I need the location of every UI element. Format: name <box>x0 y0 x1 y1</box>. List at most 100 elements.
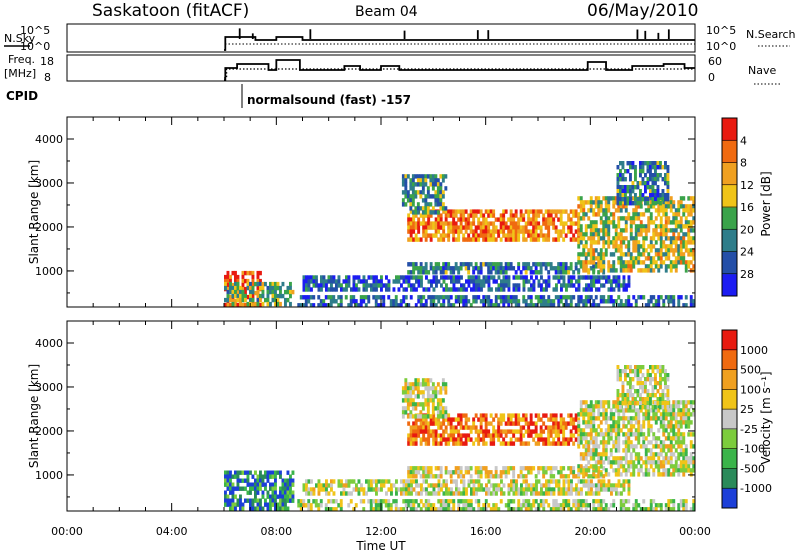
heatmap-cell <box>450 491 453 496</box>
heatmap-cell <box>557 425 561 430</box>
heatmap-cell <box>317 507 321 511</box>
heatmap-cell <box>449 499 453 504</box>
heatmap-cell <box>439 237 443 242</box>
heatmap-cell <box>504 209 508 214</box>
heatmap-cell <box>634 444 638 449</box>
heatmap-cell <box>619 264 623 269</box>
colorbar-swatch <box>722 428 737 450</box>
heatmap-cell <box>434 303 438 307</box>
heatmap-cell <box>412 225 416 230</box>
heatmap-cell <box>557 487 561 492</box>
heatmap-cell <box>455 483 458 488</box>
heatmap-cell <box>656 389 660 394</box>
heatmap-cell <box>439 202 443 207</box>
heatmap-cell <box>281 293 285 299</box>
heatmap-cell <box>612 204 616 209</box>
heatmap-cell <box>340 491 343 496</box>
heatmap-cell <box>229 297 232 303</box>
heatmap-cell <box>674 228 678 233</box>
heatmap-cell <box>584 499 588 504</box>
heatmap-cell <box>454 437 458 442</box>
heatmap-cell <box>662 448 666 453</box>
heatmap-cell <box>474 233 478 238</box>
heatmap-cell <box>674 424 678 429</box>
heatmap-cell <box>617 460 621 465</box>
heatmap-cell <box>557 303 561 307</box>
heatmap-cell <box>447 417 451 422</box>
heatmap-cell <box>634 416 638 421</box>
heatmap-cell <box>547 283 551 288</box>
heatmap-cell <box>409 410 413 415</box>
heatmap-cell <box>649 196 653 201</box>
heatmap-cell <box>652 204 656 209</box>
heatmap-cell <box>517 225 521 230</box>
heatmap-cell <box>597 456 601 461</box>
heatmap-cell <box>367 487 371 492</box>
heatmap-cell <box>239 289 242 295</box>
heatmap-cell <box>527 233 531 238</box>
heatmap-cell <box>432 233 436 238</box>
heatmap-cell <box>669 464 673 469</box>
heatmap-cell <box>560 283 563 288</box>
heatmap-cell <box>649 169 652 174</box>
heatmap-cell <box>434 386 438 391</box>
heatmap-cell <box>577 436 581 441</box>
heatmap-cell <box>472 221 476 226</box>
heatmap-cell <box>584 228 588 233</box>
heatmap-cell <box>589 456 593 461</box>
heatmap-cell <box>554 499 558 504</box>
heatmap-cell <box>599 499 603 504</box>
heatmap-cell <box>559 474 563 479</box>
heatmap-cell <box>477 283 481 288</box>
heatmap-cell <box>609 460 613 465</box>
heatmap-cell <box>397 303 401 307</box>
heatmap-cell <box>654 228 658 233</box>
heatmap-cell <box>575 487 578 492</box>
heatmap-cell <box>534 433 538 438</box>
heatmap-cell <box>656 161 660 166</box>
heatmap-cell <box>497 474 501 479</box>
heatmap-cell <box>532 487 536 492</box>
heatmap-cell <box>682 256 686 261</box>
heatmap-cell <box>425 275 428 280</box>
heatmap-cell <box>634 299 638 304</box>
heatmap-cell <box>517 429 521 434</box>
heatmap-cell <box>649 424 653 429</box>
heatmap-cell <box>617 220 621 225</box>
heatmap-cell <box>644 173 647 178</box>
heatmap-cell <box>236 297 240 303</box>
heatmap-cell <box>462 299 466 304</box>
heatmap-cell <box>604 228 608 233</box>
heatmap-cell <box>442 483 446 488</box>
heatmap-cell <box>477 507 481 511</box>
heatmap-cell <box>594 224 598 229</box>
heatmap-cell <box>664 373 667 378</box>
heatmap-cell <box>654 385 657 390</box>
heatmap-cell <box>534 209 538 214</box>
heatmap-cell <box>412 507 416 511</box>
heatmap-cell <box>577 417 581 422</box>
heatmap-cell <box>612 424 616 429</box>
heatmap-cell <box>522 295 526 300</box>
heatmap-cell <box>474 229 478 234</box>
heatmap-cell <box>347 283 351 288</box>
heatmap-cell <box>687 212 691 217</box>
heatmap-cell <box>579 264 583 269</box>
heatmap-cell <box>519 507 523 511</box>
heatmap-cell <box>602 208 606 213</box>
heatmap-cell <box>234 270 237 276</box>
heatmap-cell <box>467 425 471 430</box>
heatmap-cell <box>337 303 341 307</box>
heatmap-cell <box>557 507 561 511</box>
heatmap-cell <box>589 266 593 271</box>
heatmap-cell <box>414 437 418 442</box>
heatmap-cell <box>602 244 606 249</box>
heatmap-cell <box>291 494 295 499</box>
colorbar-swatch <box>722 118 737 141</box>
heatmap-cell <box>649 464 653 469</box>
heatmap-cell <box>442 225 446 230</box>
heatmap-cell <box>642 432 646 437</box>
heatmap-cell <box>487 266 491 271</box>
heatmap-cell <box>507 295 511 300</box>
heatmap-cell <box>609 212 613 217</box>
